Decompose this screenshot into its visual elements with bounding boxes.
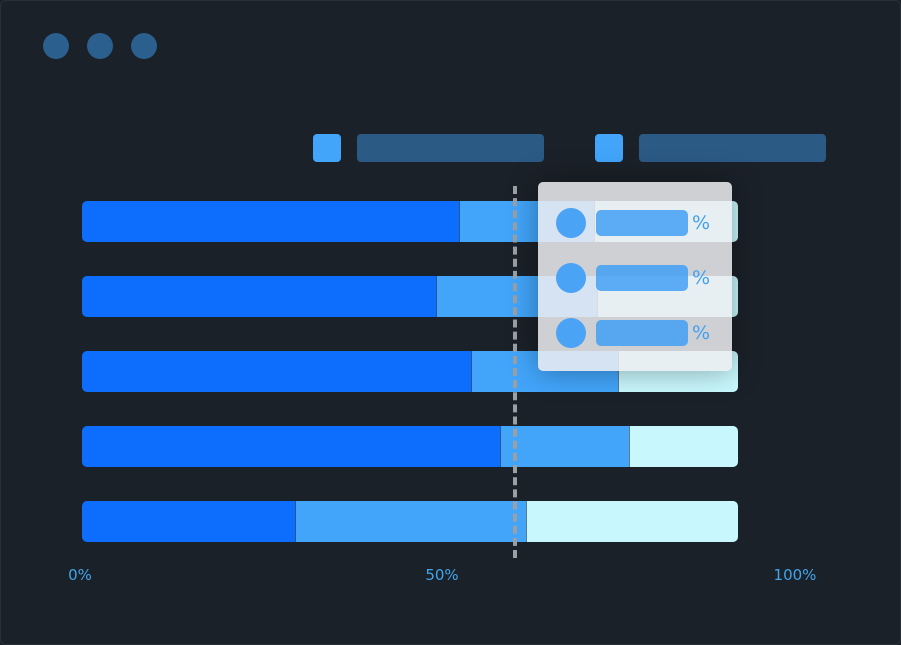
bar-segment-series-3[interactable] [526, 501, 738, 542]
tooltip-row: % [556, 208, 726, 238]
x-tick-label: 50% [425, 566, 459, 584]
tooltip-percent: % [692, 212, 711, 234]
bar-segment-series-1[interactable] [82, 501, 296, 542]
bar-segment-series-1[interactable] [82, 276, 437, 317]
window-dot-icon[interactable] [43, 33, 69, 59]
tooltip: % % % [538, 182, 732, 371]
tooltip-value-placeholder [596, 320, 688, 346]
bar-segment-series-1[interactable] [82, 426, 500, 467]
series-dot-icon [556, 263, 586, 293]
window-dot-icon[interactable] [131, 33, 157, 59]
tooltip-percent: % [692, 322, 711, 344]
tooltip-value-placeholder [596, 265, 688, 291]
bar-row[interactable] [82, 501, 738, 542]
bar-segment-series-3[interactable] [629, 426, 738, 467]
series-dot-icon [556, 318, 586, 348]
tooltip-row: % [556, 318, 726, 348]
bar-segment-series-1[interactable] [82, 201, 460, 242]
legend-label-placeholder [639, 134, 826, 162]
bar-row[interactable] [82, 426, 738, 467]
tooltip-percent: % [692, 267, 711, 289]
tooltip-row: % [556, 263, 726, 293]
tooltip-value-placeholder [596, 210, 688, 236]
reference-line [512, 186, 517, 558]
bar-segment-series-2[interactable] [295, 501, 527, 542]
legend-label-placeholder [357, 134, 544, 162]
x-tick-label: 0% [68, 566, 92, 584]
legend-swatch [313, 134, 341, 162]
window-dot-icon[interactable] [87, 33, 113, 59]
series-dot-icon [556, 208, 586, 238]
x-tick-label: 100% [773, 566, 817, 584]
bar-segment-series-1[interactable] [82, 351, 471, 392]
bar-segment-series-2[interactable] [499, 426, 630, 467]
legend-swatch [595, 134, 623, 162]
